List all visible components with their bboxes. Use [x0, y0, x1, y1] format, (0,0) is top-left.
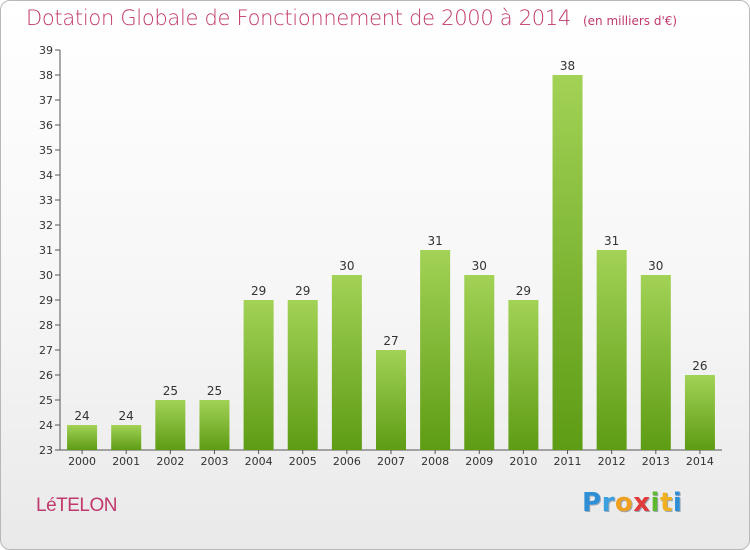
- bar: [287, 300, 318, 450]
- bar-value-label: 29: [516, 284, 531, 298]
- x-tick-label: 2000: [68, 455, 96, 468]
- x-tick-label: 2002: [156, 455, 184, 468]
- x-tick-label: 2004: [245, 455, 273, 468]
- logo-letter: i: [650, 488, 660, 518]
- x-tick-label: 2011: [554, 455, 582, 468]
- x-tick-label: 2003: [200, 455, 228, 468]
- bar-value-label: 25: [163, 384, 178, 398]
- unit-text: (en milliers d'€): [582, 14, 678, 28]
- x-tick-label: 2010: [509, 455, 537, 468]
- bar: [199, 400, 230, 450]
- x-tick-label: 2001: [112, 455, 140, 468]
- y-tick-label: 23: [39, 444, 53, 457]
- logo-letter: i: [672, 488, 683, 518]
- bar: [331, 275, 362, 450]
- title-text: Dotation Globale de Fonctionnement de 20…: [26, 6, 571, 30]
- data-labels: 24 24 25 25 29 29 30 27 31 30 29 38 31 30 26: [74, 59, 707, 423]
- bar-value-label: 31: [427, 234, 442, 248]
- x-tick-label: 2007: [377, 455, 405, 468]
- x-axis: 2000 2001 2002 2003 2004 2005 2006 2007 2008 2009…: [60, 449, 722, 468]
- y-tick-label: 24: [39, 419, 53, 432]
- bar: [508, 300, 539, 450]
- bar-value-label: 27: [383, 334, 398, 348]
- x-tick-label: 2013: [642, 455, 670, 468]
- y-tick-label: 36: [39, 119, 53, 132]
- bar: [155, 400, 186, 450]
- x-tick-label: 2006: [333, 455, 361, 468]
- logo-letter: x: [633, 488, 651, 518]
- y-tick-label: 37: [39, 94, 53, 107]
- bar: [420, 250, 451, 450]
- y-tick-label: 32: [39, 219, 53, 232]
- bar: [640, 275, 671, 450]
- y-tick-label: 38: [39, 69, 53, 82]
- y-tick-label: 35: [39, 144, 53, 157]
- logo-letter: o: [614, 488, 634, 518]
- bar: [596, 250, 627, 450]
- chart-title: Dotation Globale de Fonctionnement de 20…: [26, 6, 677, 30]
- bars: [67, 75, 715, 450]
- bar: [243, 300, 274, 450]
- bar-value-label: 30: [648, 259, 663, 273]
- bar: [67, 425, 98, 450]
- logo-letter: P: [582, 488, 602, 518]
- y-tick-label: 34: [39, 169, 53, 182]
- y-tick-label: 28: [39, 319, 53, 332]
- y-tick-label: 29: [39, 294, 53, 307]
- y-tick-label: 33: [39, 194, 53, 207]
- y-tick-label: 39: [39, 44, 53, 57]
- x-tick-label: 2005: [289, 455, 317, 468]
- bar-value-label: 30: [472, 259, 487, 273]
- x-tick-label: 2012: [598, 455, 626, 468]
- commune-name: LéTELON: [36, 495, 117, 516]
- bar-value-label: 31: [604, 234, 619, 248]
- x-tick-label: 2009: [465, 455, 493, 468]
- y-tick-label: 26: [39, 369, 53, 382]
- y-tick-label: 30: [39, 269, 53, 282]
- y-tick-label: 27: [39, 344, 53, 357]
- logo-letter: t: [659, 488, 673, 518]
- bar-value-label: 24: [74, 409, 89, 423]
- bar-value-label: 29: [295, 284, 310, 298]
- bar-value-label: 30: [339, 259, 354, 273]
- bar-value-label: 25: [207, 384, 222, 398]
- logo-letter: r: [601, 488, 615, 518]
- bar: [552, 75, 583, 450]
- y-tick-label: 25: [39, 394, 53, 407]
- bar: [684, 375, 715, 450]
- y-tick-label: 31: [39, 244, 53, 257]
- y-axis: 23 24 25 26 27 28 29 30 31 32 33 34 35 36 37 38 39: [39, 44, 61, 457]
- x-tick-label: 2014: [686, 455, 714, 468]
- bar-value-label: 26: [692, 359, 707, 373]
- bar: [464, 275, 495, 450]
- proxiti-logo[interactable]: Proxiti: [582, 488, 682, 518]
- bar-value-label: 24: [119, 409, 134, 423]
- bar: [375, 350, 407, 450]
- x-tick-label: 2008: [421, 455, 449, 468]
- bar-value-label: 29: [251, 284, 266, 298]
- bar: [111, 425, 142, 450]
- bar-value-label: 38: [560, 59, 575, 73]
